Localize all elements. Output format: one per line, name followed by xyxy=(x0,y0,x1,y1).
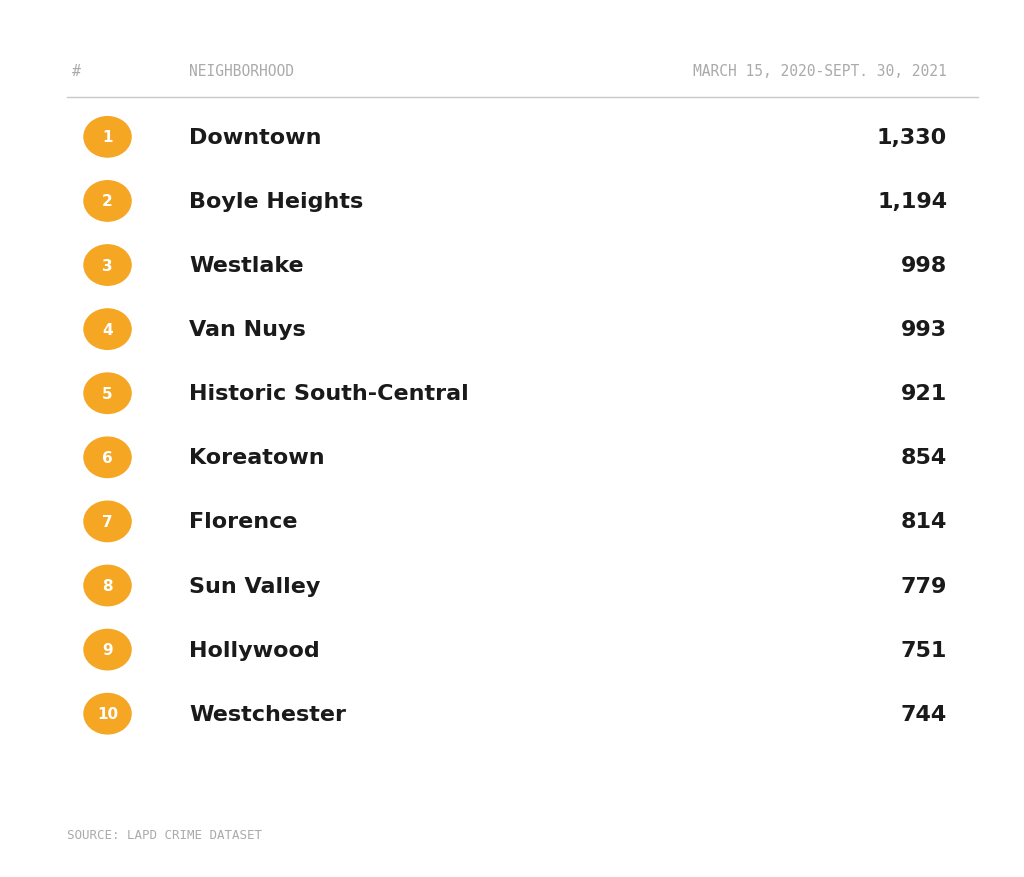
Text: 1,194: 1,194 xyxy=(878,192,947,211)
Text: Florence: Florence xyxy=(189,512,298,531)
Circle shape xyxy=(84,694,131,734)
Circle shape xyxy=(84,246,131,286)
Text: 814: 814 xyxy=(901,512,947,531)
Text: Van Nuys: Van Nuys xyxy=(189,320,306,339)
Text: Hollywood: Hollywood xyxy=(189,640,321,660)
Circle shape xyxy=(84,182,131,222)
Circle shape xyxy=(84,310,131,350)
Text: Historic South-Central: Historic South-Central xyxy=(189,384,469,403)
Text: 921: 921 xyxy=(901,384,947,403)
Text: 998: 998 xyxy=(901,256,947,275)
Circle shape xyxy=(84,438,131,478)
Text: Westlake: Westlake xyxy=(189,256,304,275)
Text: 1: 1 xyxy=(102,130,113,146)
Text: Downtown: Downtown xyxy=(189,128,322,147)
Circle shape xyxy=(84,566,131,606)
Text: Westchester: Westchester xyxy=(189,704,346,724)
Text: 10: 10 xyxy=(97,706,118,722)
Text: SOURCE: LAPD CRIME DATASET: SOURCE: LAPD CRIME DATASET xyxy=(67,829,261,841)
Circle shape xyxy=(84,118,131,158)
Text: 6: 6 xyxy=(102,450,113,466)
Text: Koreatown: Koreatown xyxy=(189,448,325,467)
Circle shape xyxy=(84,374,131,414)
Text: 751: 751 xyxy=(901,640,947,660)
Circle shape xyxy=(84,630,131,670)
Text: MARCH 15, 2020-SEPT. 30, 2021: MARCH 15, 2020-SEPT. 30, 2021 xyxy=(693,64,947,80)
Text: #: # xyxy=(72,64,81,80)
Text: Boyle Heights: Boyle Heights xyxy=(189,192,364,211)
Text: 993: 993 xyxy=(901,320,947,339)
Text: 9: 9 xyxy=(102,642,113,658)
Text: 2: 2 xyxy=(102,194,113,210)
Text: 3: 3 xyxy=(102,258,113,274)
Text: 7: 7 xyxy=(102,514,113,530)
Text: 4: 4 xyxy=(102,322,113,338)
Text: Sun Valley: Sun Valley xyxy=(189,576,321,595)
Circle shape xyxy=(84,502,131,542)
Text: NEIGHBORHOOD: NEIGHBORHOOD xyxy=(189,64,295,80)
Text: 744: 744 xyxy=(901,704,947,724)
Text: 5: 5 xyxy=(102,386,113,402)
Text: 779: 779 xyxy=(901,576,947,595)
Text: 1,330: 1,330 xyxy=(877,128,947,147)
Text: 8: 8 xyxy=(102,578,113,594)
Text: 854: 854 xyxy=(901,448,947,467)
